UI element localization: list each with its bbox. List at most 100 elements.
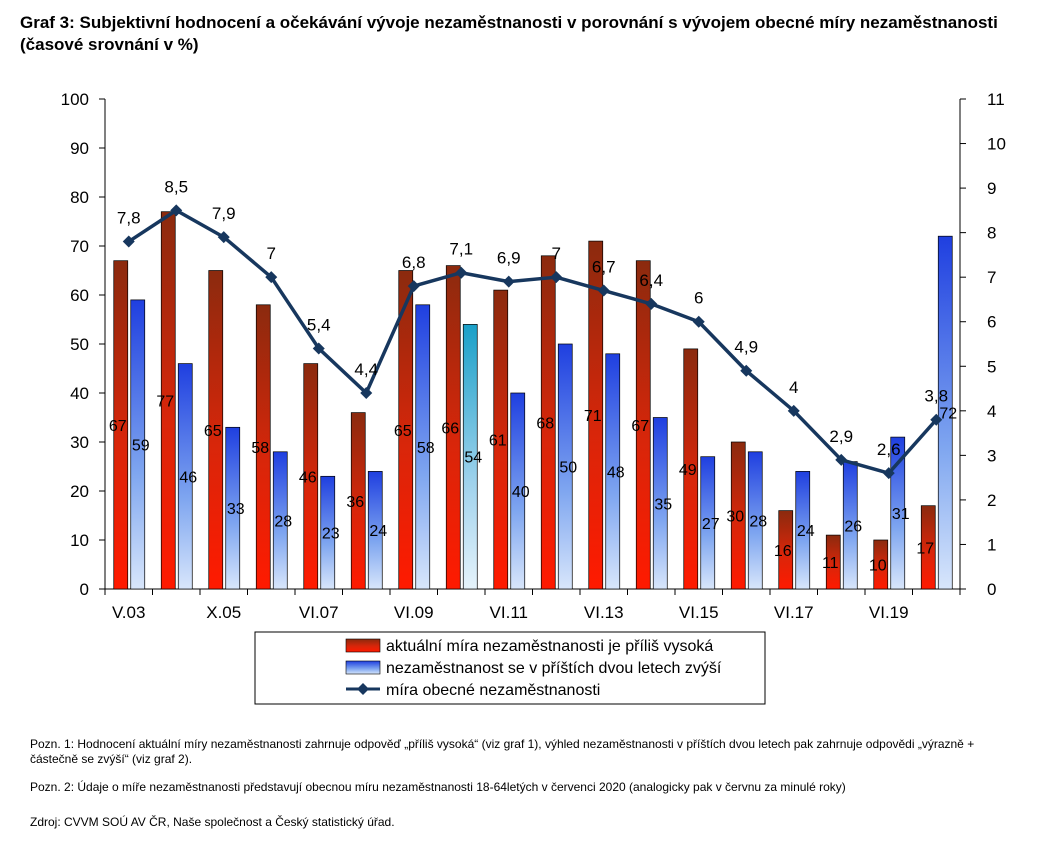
bar-expect [890,436,906,590]
bar-current [540,255,556,590]
bar-expect [177,363,193,590]
x-tick-label: VI.07 [299,603,339,622]
x-tick-label: VI.17 [774,603,814,622]
line-marker [360,387,373,399]
bar-label-current: 65 [394,423,412,440]
line-label: 8,5 [164,177,188,196]
bar-expect [937,235,953,590]
y-tick-label-left: 100 [61,90,89,109]
x-tick-label: V.03 [112,603,145,622]
line-label: 6,9 [497,249,521,268]
line-marker [265,271,278,284]
bar-current [445,265,461,590]
y-tick-label-right: 11 [987,90,1005,109]
y-tick-label-right: 6 [987,313,996,332]
y-tick-label-right: 8 [987,224,996,243]
bar-label-current: 11 [822,555,839,572]
bar-label-current: 46 [299,469,317,486]
bar-label-expect: 48 [607,464,625,481]
line-label: 2,6 [877,440,901,459]
bar-current [683,348,699,590]
bar-expect [652,417,668,590]
bar-current [160,211,176,590]
line-label: 7,9 [212,204,236,223]
bar-current [635,260,651,590]
bar-label-current: 66 [441,420,459,437]
x-tick-label: VI.19 [869,603,909,622]
bar-expect [320,475,336,590]
bars [113,211,953,590]
bar-current [255,304,271,590]
bar-label-current: 61 [489,433,507,450]
line-marker [787,404,800,417]
bar-expect [272,451,288,590]
line-label: 6,7 [592,258,616,277]
bar-label-current: 10 [869,558,887,575]
line-marker [455,266,468,279]
data-labels: 6759774665335828462336246558665461406850… [109,177,957,574]
y-tick-label-left: 90 [70,139,89,158]
bar-label-current: 68 [536,415,554,432]
bar-label-expect: 26 [844,518,862,535]
x-tick-label: VI.11 [490,603,528,622]
y-tick-label-left: 50 [70,335,89,354]
bar-label-current: 65 [204,423,222,440]
legend-box [254,631,766,705]
line-marker [312,342,325,355]
y-tick-label-left: 10 [70,531,89,550]
line-marker [692,315,705,328]
line-marker [170,204,183,217]
bar-label-current: 36 [346,494,364,511]
line-label: 7 [267,244,276,263]
bar-current [588,240,604,590]
bar-label-expect: 35 [654,496,672,513]
bar-current [398,270,414,590]
bar-label-expect: 72 [939,406,957,423]
bar-label-current: 16 [774,543,792,560]
bar-label-current: 67 [109,418,127,435]
bar-current [873,539,889,590]
line-marker [502,275,515,288]
bar-expect [700,456,716,590]
line-marker [930,413,943,426]
bar-current [920,505,936,590]
line-label: 6 [694,289,703,308]
line-label: 5,4 [307,315,331,334]
bar-label-expect: 24 [797,523,815,540]
y-tick-label-right: 5 [987,357,996,376]
y-tick-label-right: 7 [987,268,996,287]
line-label: 4,4 [354,360,378,379]
bar-current [825,534,841,590]
bar-expect [605,353,621,590]
bar-label-expect: 23 [322,526,340,543]
bar-expect [795,471,811,590]
bar-label-current: 58 [251,440,269,457]
line-label: 6,4 [639,271,663,290]
legend-swatch-expect [345,660,381,675]
bar-expect [130,299,146,590]
note-1: Pozn. 1: Hodnocení aktuální míry nezaměs… [30,737,975,766]
source-note: Zdroj: CVVM SOÚ AV ČR, Naše společnost a… [30,815,395,829]
bar-expect [415,304,431,590]
line-marker [882,467,895,480]
bar-label-expect: 59 [132,437,150,454]
y-tick-label-right: 4 [987,402,996,421]
bar-label-current: 17 [916,540,934,557]
bar-label-expect: 40 [512,484,530,501]
bar-label-expect: 31 [892,506,910,523]
y-tick-label-right: 10 [987,135,1006,154]
y-tick-label-right: 0 [987,580,996,599]
y-tick-label-left: 60 [70,286,89,305]
bar-label-expect: 50 [559,460,577,477]
bar-current [113,260,129,590]
bar-expect [462,324,478,590]
legend-swatch-current [345,638,381,653]
bar-current [303,363,319,590]
line-label: 4 [789,378,798,397]
note-2: Pozn. 2: Údaje o míře nezaměstnanosti př… [30,780,846,794]
legend-marker-rate [357,683,369,695]
bar-expect [747,451,763,590]
bar-current [493,289,509,590]
line-marker [597,284,610,297]
chart: 010203040506070809010001234567891011V.03… [61,90,1006,705]
